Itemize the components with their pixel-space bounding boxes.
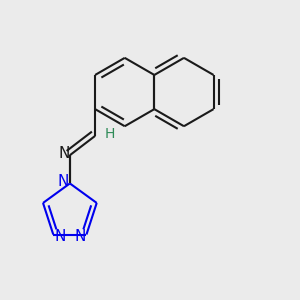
Text: N: N <box>54 229 65 244</box>
Text: N: N <box>58 175 69 190</box>
Text: N: N <box>59 146 70 161</box>
Text: N: N <box>74 229 85 244</box>
Text: H: H <box>104 127 115 140</box>
